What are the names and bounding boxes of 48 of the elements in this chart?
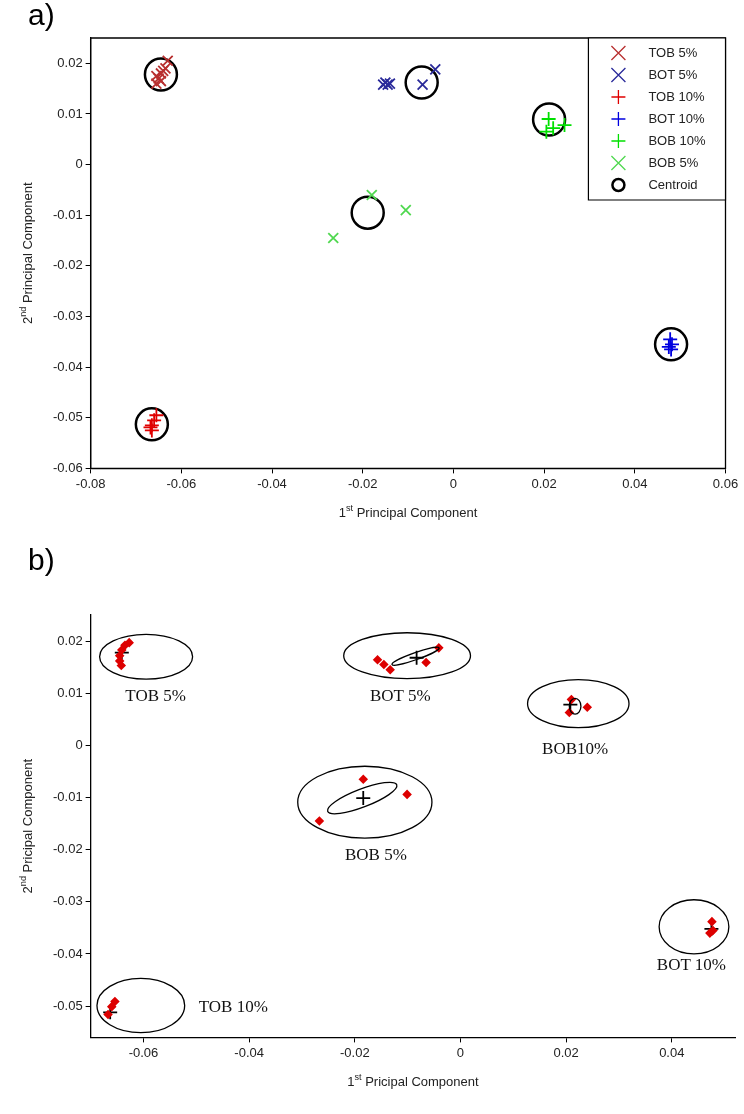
y-tick-label: 0.01 — [57, 684, 83, 700]
y-tick-label: 0.02 — [57, 632, 83, 648]
legend-label: TOB 5% — [648, 44, 698, 60]
y-tick-label: 0 — [75, 736, 83, 752]
y-tick-label: -0.03 — [52, 308, 83, 324]
y-tick-label: -0.05 — [52, 409, 83, 425]
legend-label: TOB 10% — [648, 88, 705, 104]
x-tick-label: 0.04 — [622, 475, 648, 491]
y-axis-title: 2nd Pricipal Component — [17, 758, 36, 894]
x-tick-label: 0.02 — [531, 475, 557, 491]
x-tick-label: 0.02 — [553, 1044, 579, 1060]
x-tick-label: -0.02 — [347, 475, 378, 491]
y-tick-label: -0.02 — [52, 841, 83, 857]
y-tick-label: -0.06 — [52, 459, 83, 475]
x-tick-label: -0.06 — [128, 1044, 159, 1060]
y-tick-label: -0.03 — [52, 893, 83, 909]
x-tick-label: -0.04 — [234, 1044, 264, 1060]
chart-title: a) — [28, 0, 55, 32]
annotation: BOB 5% — [344, 845, 407, 865]
legend-label: BOB 5% — [648, 154, 699, 170]
y-tick-label: -0.04 — [52, 358, 83, 374]
y-tick-label: -0.05 — [52, 997, 83, 1013]
legend-label: BOT 10% — [648, 110, 705, 126]
y-tick-label: 0 — [75, 156, 83, 172]
x-tick-label: 0.04 — [659, 1044, 685, 1060]
y-tick-label: -0.01 — [52, 789, 83, 805]
y-tick-label: -0.01 — [52, 206, 83, 222]
x-tick-label: 0 — [449, 475, 458, 491]
annotation: BOT 5% — [369, 685, 431, 705]
x-tick-label: -0.06 — [166, 475, 197, 491]
annotation: TOB 5% — [125, 685, 186, 705]
chart-title: b) — [28, 543, 55, 577]
y-tick-label: -0.02 — [52, 257, 83, 273]
y-tick-label: 0.02 — [57, 54, 83, 70]
legend-label: BOB 10% — [648, 132, 706, 148]
y-tick-label: -0.04 — [52, 945, 83, 961]
x-tick-label: 0.06 — [712, 475, 739, 491]
annotation: BOT 10% — [656, 955, 726, 975]
x-tick-label: -0.02 — [339, 1044, 370, 1060]
x-tick-label: 0 — [456, 1044, 465, 1060]
y-axis-title: 2nd Principal Component — [17, 182, 36, 325]
y-tick-label: 0.01 — [57, 105, 83, 121]
x-tick-label: -0.08 — [75, 475, 106, 491]
legend-label: BOT 5% — [648, 66, 698, 82]
x-tick-label: -0.04 — [257, 475, 287, 491]
legend-label: Centroid — [648, 176, 698, 192]
annotation: BOB10% — [542, 739, 609, 759]
annotation: TOB 10% — [198, 997, 268, 1017]
